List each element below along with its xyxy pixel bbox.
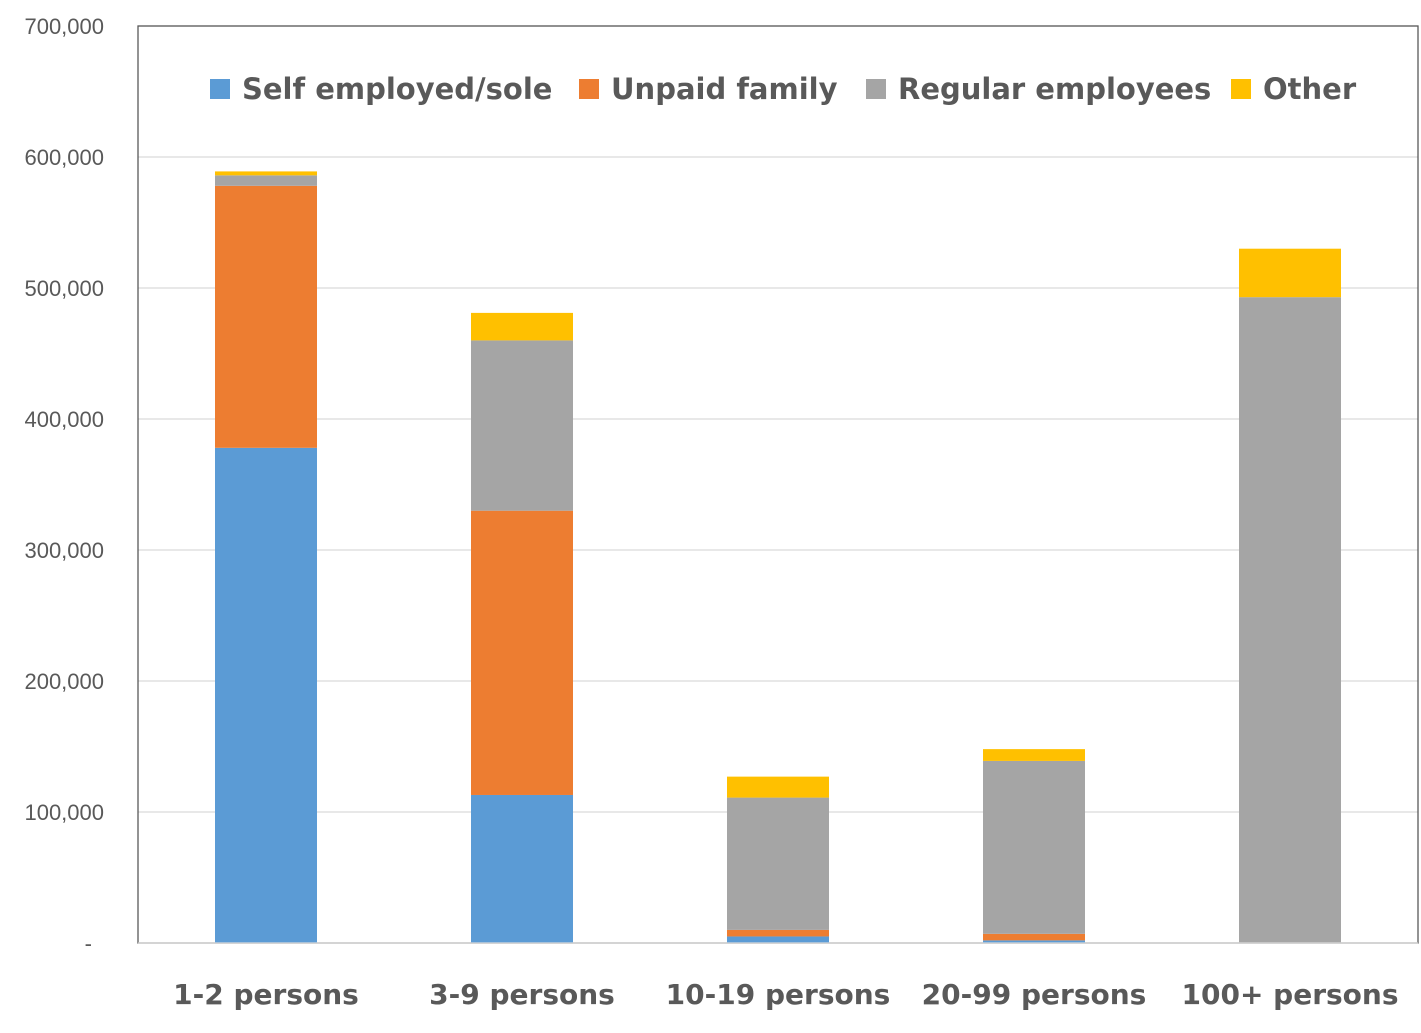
bar-segment-self-employed-sole bbox=[471, 794, 573, 943]
legend-label: Unpaid family bbox=[611, 72, 838, 106]
x-tick-label: 100+ persons bbox=[1182, 978, 1399, 1011]
bar-segment-self-employed-sole bbox=[215, 447, 317, 943]
bar-segment-regular-employees bbox=[983, 760, 1085, 934]
bar-segment-regular-employees bbox=[215, 175, 317, 186]
y-tick-label: 600,000 bbox=[24, 145, 104, 170]
y-tick-label: 300,000 bbox=[24, 538, 104, 563]
legend-label: Self employed/sole bbox=[242, 72, 552, 106]
bar-segment-unpaid-family bbox=[215, 185, 317, 448]
bar-segment-other bbox=[727, 776, 829, 798]
legend: Self employed/sole Unpaid family Regular e… bbox=[210, 72, 1357, 106]
legend-label: Regular employees bbox=[898, 72, 1211, 106]
legend-swatch bbox=[210, 79, 230, 99]
y-tick-label: 400,000 bbox=[24, 407, 104, 432]
legend-swatch bbox=[579, 79, 599, 99]
bar-segment-other bbox=[1239, 248, 1341, 298]
bar-segment-other bbox=[471, 312, 573, 341]
bar-segment-regular-employees bbox=[1239, 297, 1341, 943]
y-tick-label: 200,000 bbox=[24, 669, 104, 694]
bar-segment-regular-employees bbox=[727, 797, 829, 930]
bar-segment-unpaid-family bbox=[727, 929, 829, 937]
x-tick-label: 3-9 persons bbox=[429, 978, 615, 1011]
legend-label: Other bbox=[1263, 72, 1357, 106]
y-tick-label: 500,000 bbox=[24, 276, 104, 301]
y-tick-label: - bbox=[85, 931, 92, 956]
y-tick-label: 700,000 bbox=[24, 14, 104, 39]
legend-swatch bbox=[1231, 79, 1251, 99]
bar-segment-regular-employees bbox=[471, 340, 573, 511]
x-tick-label: 1-2 persons bbox=[173, 978, 359, 1011]
bar-segment-other bbox=[215, 171, 317, 176]
bar-segment-self-employed-sole bbox=[727, 936, 829, 943]
bar-segment-other bbox=[983, 749, 1085, 761]
legend-swatch bbox=[866, 79, 886, 99]
y-tick-label: 100,000 bbox=[24, 800, 104, 825]
x-tick-label: 10-19 persons bbox=[666, 978, 891, 1011]
x-tick-label: 20-99 persons bbox=[922, 978, 1147, 1011]
bar-segment-self-employed-sole bbox=[983, 940, 1085, 943]
bar-segment-unpaid-family bbox=[983, 933, 1085, 941]
bar-segment-unpaid-family bbox=[471, 510, 573, 795]
